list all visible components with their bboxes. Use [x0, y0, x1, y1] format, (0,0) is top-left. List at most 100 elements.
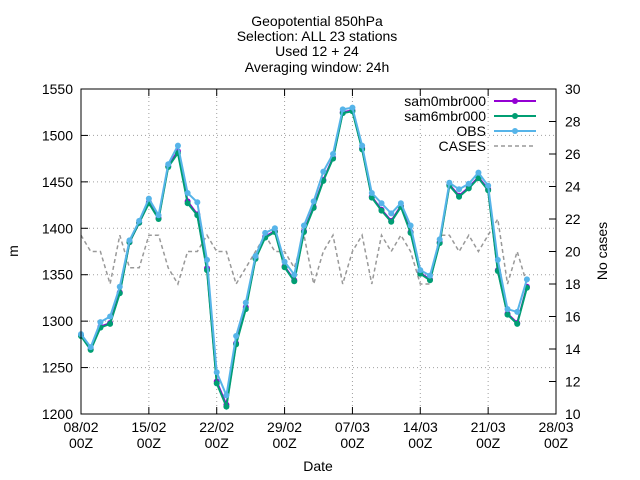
obs-point	[417, 267, 424, 274]
obs-point	[116, 283, 123, 290]
obs-point	[310, 198, 317, 205]
y2-tick-label: 28	[565, 114, 581, 130]
sam6mbr000-point	[320, 177, 327, 184]
y-tick-label: 1400	[42, 220, 73, 236]
x-tick-label: 07/03 00Z	[335, 419, 370, 451]
y-tick-label: 1450	[42, 174, 73, 190]
sam6mbr000-point	[184, 200, 191, 207]
legend-marker-sam6mbr000	[512, 113, 518, 119]
y2-tick-label: 30	[565, 81, 581, 97]
sam6mbr000-point	[514, 320, 521, 327]
obs-point	[223, 392, 230, 399]
obs-point	[523, 276, 530, 283]
y-tick-label: 1500	[42, 127, 73, 143]
legend-label-obs: OBS	[456, 123, 486, 139]
obs-point	[465, 180, 472, 187]
obs-point	[184, 190, 191, 196]
x-tick-label: 14/03 00Z	[403, 419, 438, 451]
legend-label-cases: CASES	[439, 138, 486, 154]
obs-point	[504, 306, 511, 313]
obs-point	[320, 168, 327, 175]
sam6mbr000-point	[223, 403, 230, 410]
y-tick-label: 1550	[42, 81, 73, 97]
sam6mbr000-point	[378, 207, 385, 214]
obs-point	[87, 344, 94, 351]
sam6mbr000-point	[281, 264, 288, 271]
sam6mbr000-point	[388, 218, 395, 225]
y-tick-label: 1300	[42, 313, 73, 329]
sam6mbr000-line	[80, 110, 528, 411]
cases-series	[80, 216, 528, 286]
x-tick-label: 22/02 00Z	[199, 419, 234, 451]
legend-marker-sam0mbr000	[512, 98, 518, 104]
x-tick-label: 08/02 00Z	[63, 419, 98, 451]
obs-point	[262, 229, 269, 236]
y-tick-label: 1200	[42, 406, 73, 422]
y-axis-label: m	[5, 245, 21, 257]
obs-point	[252, 253, 259, 260]
obs-point	[107, 313, 114, 320]
obs-point	[330, 151, 337, 157]
sam6mbr000-point	[475, 175, 482, 182]
sam6mbr000-point	[504, 311, 511, 318]
title-line-3: Used 12 + 24	[275, 43, 359, 59]
sam6mbr000-point	[426, 277, 433, 284]
y2-tick-label: 18	[565, 276, 581, 292]
obs-point	[291, 271, 298, 278]
obs-point	[368, 190, 375, 196]
x-tick-label: 28/03 00Z	[538, 419, 573, 451]
y2-tick-label: 16	[565, 309, 581, 325]
obs-point	[126, 237, 133, 244]
obs-point	[300, 222, 307, 229]
obs-point	[436, 236, 443, 243]
obs-point	[446, 179, 453, 186]
chart-title: Geopotential 850hPa Selection: ALL 23 st…	[237, 13, 398, 75]
obs-point	[155, 212, 162, 219]
obs-point	[242, 299, 249, 306]
obs-point	[397, 200, 404, 207]
title-line-1: Geopotential 850hPa	[251, 13, 383, 29]
obs-point	[456, 186, 463, 193]
axes: 1200 1250 1300 1350 1400 1450 1500 1550 10 12 14 16…	[42, 81, 581, 451]
legend-label-sam0mbr000: sam0mbr000	[404, 93, 486, 109]
obs-point	[136, 217, 143, 224]
title-line-4: Averaging window: 24h	[245, 59, 390, 75]
sam6mbr000-point	[368, 194, 375, 201]
series-lines	[78, 104, 530, 411]
y-tick-label: 1250	[42, 360, 73, 376]
title-line-2: Selection: ALL 23 stations	[237, 28, 398, 44]
y2-tick-label: 14	[565, 341, 581, 357]
cases-line	[80, 216, 528, 286]
x-tick-label: 21/03 00Z	[471, 419, 506, 451]
sam6mbr000-point	[456, 193, 463, 200]
y2-tick-label: 12	[565, 374, 581, 390]
sam0mbr000-line	[80, 109, 528, 409]
x-tick-label: 29/02 00Z	[267, 419, 302, 451]
sam6mbr000-point	[107, 320, 114, 327]
y2-tick-label: 24	[565, 179, 581, 195]
legend-marker-obs	[512, 128, 518, 134]
y2-tick-label: 26	[565, 146, 581, 162]
obs-point	[213, 369, 220, 376]
obs-point	[388, 210, 395, 217]
obs-point	[378, 200, 385, 207]
sam6mbr000-point	[465, 185, 472, 192]
legend-label-sam6mbr000: sam6mbr000	[404, 108, 486, 124]
y2-axis-label: No cases	[594, 222, 610, 280]
obs-point	[233, 333, 240, 339]
obs-point	[494, 256, 501, 263]
obs-point	[514, 308, 521, 315]
y2-tick-label: 10	[565, 406, 581, 422]
obs-point	[271, 225, 278, 232]
obs-point	[194, 199, 201, 206]
sam6mbr000-point	[213, 380, 220, 387]
x-axis-label: Date	[303, 458, 333, 474]
obs-point	[426, 272, 433, 279]
obs-point	[485, 182, 492, 189]
obs-point	[475, 169, 482, 176]
obs-point	[281, 258, 288, 265]
x-tick-label: 15/02 00Z	[131, 419, 166, 451]
obs-point	[165, 161, 172, 168]
